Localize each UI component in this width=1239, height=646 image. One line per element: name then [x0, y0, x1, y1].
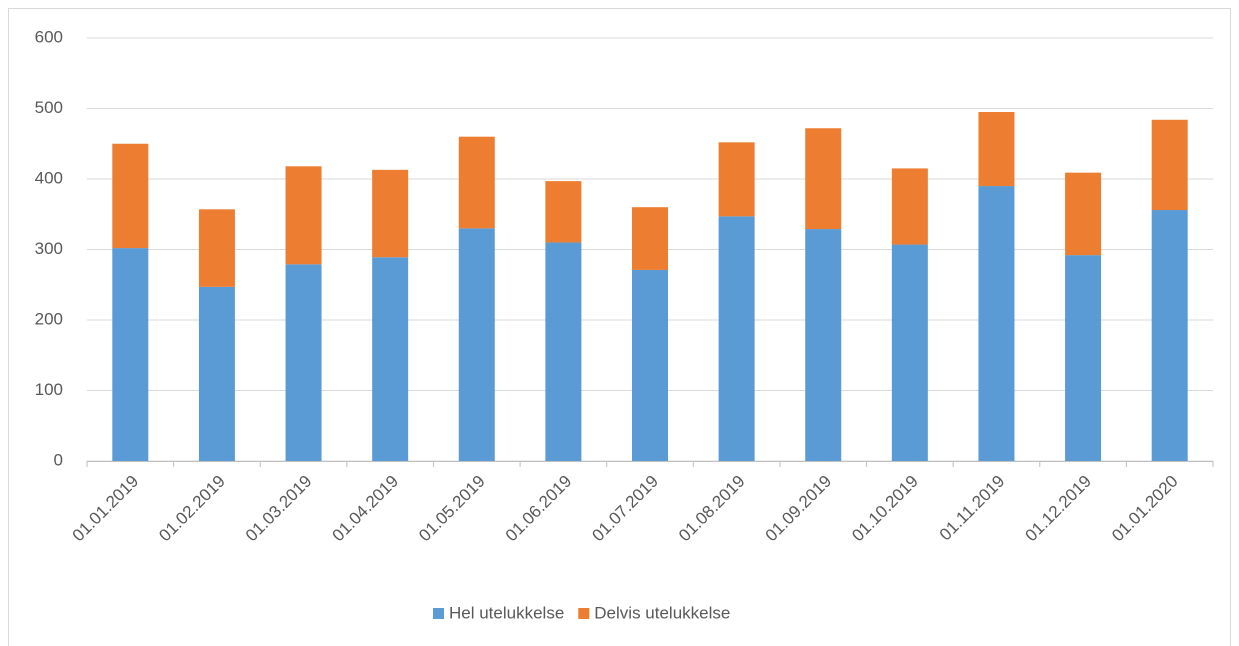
bar: [1065, 255, 1102, 461]
bar: [978, 112, 1015, 187]
legend-label: Hel utelukkelse: [449, 603, 564, 622]
bar: [891, 168, 928, 245]
bar: [285, 264, 322, 461]
bar: [285, 166, 322, 265]
x-tick-label: 01.03.2019: [242, 472, 316, 546]
bar: [805, 229, 842, 461]
bar: [198, 286, 235, 461]
x-tick-label: 01.05.2019: [415, 472, 489, 546]
bar: [372, 169, 409, 258]
y-tick-label: 200: [35, 309, 63, 328]
legend-label: Delvis utelukkelse: [594, 603, 730, 622]
x-tick-label: 01.02.2019: [155, 472, 229, 546]
bar: [1151, 119, 1188, 211]
bar: [198, 209, 235, 287]
x-tick-label: 01.04.2019: [329, 472, 403, 546]
x-tick-label: 01.01.2020: [1108, 472, 1182, 546]
x-tick-label: 01.07.2019: [588, 472, 662, 546]
bar: [458, 136, 495, 229]
legend-swatch: [578, 608, 590, 619]
bar: [805, 128, 842, 230]
bar: [545, 242, 582, 461]
bar: [718, 142, 755, 217]
x-tick-label: 01.09.2019: [762, 472, 836, 546]
x-tick-label: 01.01.2019: [69, 472, 143, 546]
y-tick-label: 400: [35, 168, 63, 187]
y-tick-label: 300: [35, 239, 63, 258]
legend-swatch: [433, 608, 444, 619]
bar: [1065, 172, 1102, 256]
chart-border: [8, 8, 1231, 646]
bar: [112, 248, 149, 461]
bar: [372, 257, 409, 461]
bar: [632, 269, 668, 461]
x-tick-label: 01.08.2019: [675, 472, 749, 546]
bar: [458, 228, 495, 461]
bar: [632, 207, 668, 270]
x-tick-label: 01.10.2019: [848, 472, 922, 546]
y-tick-label: 600: [35, 27, 63, 46]
bar: [891, 244, 928, 461]
x-tick-label: 01.11.2019: [936, 472, 1009, 545]
y-tick-label: 500: [35, 98, 63, 117]
bar: [718, 216, 755, 461]
bar: [545, 181, 582, 243]
bar: [978, 186, 1015, 462]
x-tick-label: 01.06.2019: [502, 472, 576, 546]
y-tick-label: 0: [54, 450, 63, 469]
bar: [112, 143, 149, 249]
x-tick-label: 01.12.2019: [1021, 472, 1095, 546]
y-tick-label: 100: [35, 380, 63, 399]
bar: [1151, 210, 1188, 461]
